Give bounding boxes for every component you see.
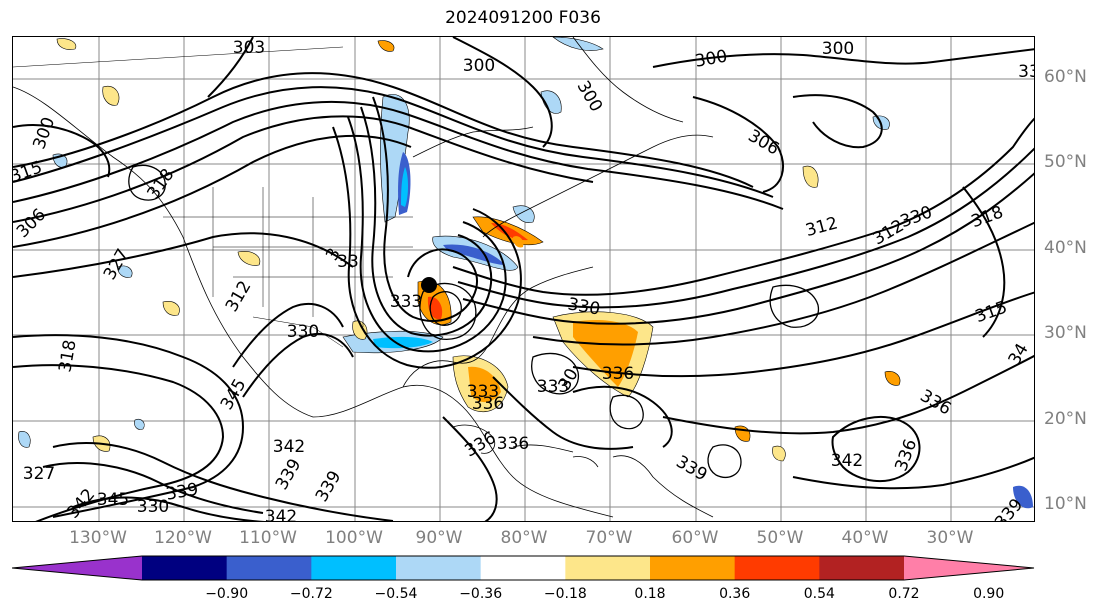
colorbar-bin xyxy=(480,556,566,580)
contour-label: 300 xyxy=(29,115,59,152)
colorbar-tick-label: 0.18 xyxy=(634,586,666,602)
longitude-label: 70°W xyxy=(585,528,633,548)
contour-label: 330 xyxy=(287,322,319,342)
colorbar-tick-label: −0.90 xyxy=(205,586,249,602)
colorbar-bin xyxy=(734,556,820,580)
contour-label: 327 xyxy=(23,464,55,484)
contour-label: 333 xyxy=(390,292,422,312)
colorbar xyxy=(12,555,1035,581)
latitude-label: 50°N xyxy=(1044,152,1087,172)
map-svg: 303 300 300 300 300 300 306 306 315 318 312 318 312 3… xyxy=(13,37,1035,522)
colorbar-tick-label: 0.90 xyxy=(973,586,1005,602)
colorbar-bin xyxy=(311,556,397,580)
contour-label: 330 xyxy=(137,497,169,517)
longitude-label: 120°W xyxy=(154,528,212,548)
colorbar-bin xyxy=(650,556,736,580)
longitude-label: 60°W xyxy=(671,528,719,548)
contour-label: 300 xyxy=(822,39,854,59)
low-center-marker xyxy=(421,277,437,293)
latitude-label: 10°N xyxy=(1044,494,1087,514)
contour-label: 336 xyxy=(497,434,529,454)
contour-label: 336 xyxy=(891,437,921,474)
colorbar-bin xyxy=(226,556,312,580)
contour-label: 333 xyxy=(537,377,569,397)
contour-label: 34 xyxy=(1005,340,1033,369)
colorbar-extend-high xyxy=(904,556,1034,580)
contour-label: 300 xyxy=(693,46,728,71)
contour-label: 33 xyxy=(1018,62,1035,82)
contour-label: 336 xyxy=(472,394,504,414)
colorbar-bin xyxy=(819,556,905,580)
contour-label: 312 xyxy=(803,213,840,241)
longitude-label: 30°W xyxy=(926,528,974,548)
colorbar-bin xyxy=(396,556,482,580)
longitude-label: 80°W xyxy=(500,528,548,548)
contour-label: 336 xyxy=(461,428,499,462)
contour-label: 342 xyxy=(63,485,99,522)
colorbar-tick-label: −0.18 xyxy=(543,586,587,602)
contour-label: 342 xyxy=(831,451,863,471)
longitude-label: 100°W xyxy=(325,528,383,548)
colorbar-bin xyxy=(142,556,228,580)
contour-label: 342 xyxy=(273,437,305,457)
contour-label: 333 xyxy=(467,382,499,402)
contours xyxy=(13,37,1034,521)
contour-label: 327 xyxy=(100,245,134,283)
longitude-label: 90°W xyxy=(415,528,463,548)
latitude-label: 40°N xyxy=(1044,238,1087,258)
contour-label: 318 xyxy=(55,338,80,373)
contour-label: 342 xyxy=(265,507,297,522)
latitude-label: 30°N xyxy=(1044,323,1087,343)
longitude-label: 50°W xyxy=(756,528,804,548)
contour-label: 33 xyxy=(337,252,359,272)
contours-thin xyxy=(128,164,820,478)
colorbar-tick-label: −0.72 xyxy=(289,586,333,602)
contour-label: 306 xyxy=(744,126,782,160)
colorbar-tick-label: −0.54 xyxy=(374,586,418,602)
contour-label: 306 xyxy=(13,205,50,242)
colorbar-tick-label: 0.72 xyxy=(888,586,920,602)
contour-label: 315 xyxy=(973,297,1010,327)
contour-label: 339 xyxy=(164,479,199,504)
contour-label: 336 xyxy=(602,364,634,384)
colorbar-outline xyxy=(12,555,1035,581)
latitude-label: 60°N xyxy=(1044,67,1087,87)
map-panel: 303 300 300 300 300 300 306 306 315 318 312 318 312 3… xyxy=(12,36,1035,522)
contour-label: 345 xyxy=(97,490,129,510)
longitude-label: 130°W xyxy=(69,528,127,548)
longitude-label: 110°W xyxy=(239,528,297,548)
contour-label: 303 xyxy=(233,38,265,58)
contour-label: 300 xyxy=(573,77,607,115)
latitude-label: 20°N xyxy=(1044,409,1087,429)
contour-label: 300 xyxy=(463,56,495,76)
colorbar-bin xyxy=(565,556,651,580)
map-title: 2024091200 F036 xyxy=(445,8,601,28)
contour-label: 318 xyxy=(969,202,1006,232)
political-boundaries xyxy=(13,46,413,348)
colorbar-extend-low xyxy=(12,556,142,580)
contour-label-layer: 303 300 300 300 300 300 306 306 315 318 312 318 312 3… xyxy=(13,38,1035,522)
contour-label: 339 xyxy=(272,455,306,493)
colorbar-tick-label: 0.36 xyxy=(719,586,751,602)
colorbar-tick-label: 0.54 xyxy=(803,586,835,602)
longitude-label: 40°W xyxy=(841,528,889,548)
contour-label: 318 xyxy=(143,165,178,203)
colorbar-tick-label: −0.36 xyxy=(459,586,503,602)
contour-label: 339 xyxy=(312,467,346,505)
contour-label: 339 xyxy=(672,452,710,486)
contour-label: 312 xyxy=(222,277,256,315)
contour-label: 336 xyxy=(916,386,954,420)
graticule xyxy=(13,37,1034,521)
